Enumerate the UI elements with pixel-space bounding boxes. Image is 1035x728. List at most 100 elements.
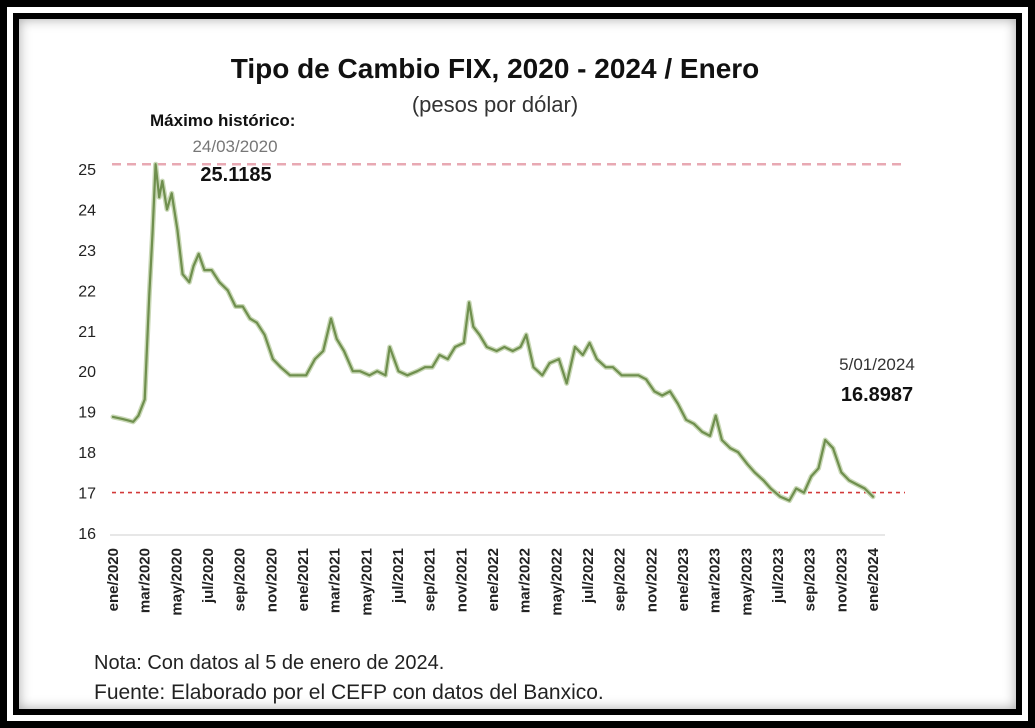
y-tick-label: 19 <box>78 405 96 422</box>
data-point <box>463 342 465 344</box>
source-text: Fuente: Elaborado por el CEFP con datos … <box>94 681 604 704</box>
data-point <box>714 414 717 417</box>
x-tick-label: sep/2022 <box>612 548 629 611</box>
x-axis: ene/2020 mar/2020 may/2020 jul/2020 sep/2020… <box>105 534 885 616</box>
data-point <box>840 471 843 474</box>
data-point <box>188 281 191 284</box>
data-point <box>788 499 791 502</box>
data-point <box>581 354 584 356</box>
note-text: Nota: Con datos al 5 de enero de 2024. <box>94 652 445 674</box>
x-tick-label: jul/2023 <box>770 548 787 604</box>
y-tick-label: 17 <box>78 486 96 503</box>
x-tick-label: ene/2021 <box>295 548 312 611</box>
y-tick-label: 24 <box>78 202 96 219</box>
data-point <box>548 362 551 365</box>
data-point <box>721 439 723 441</box>
last-annotation-date: 5/01/2024 <box>839 355 915 374</box>
x-tick-label: sep/2021 <box>422 548 439 611</box>
x-tick-label: nov/2021 <box>453 548 470 612</box>
data-point <box>532 366 535 369</box>
x-tick-label: jul/2021 <box>390 548 407 604</box>
data-point <box>565 382 568 385</box>
x-tick-label: nov/2020 <box>263 548 280 612</box>
data-point <box>296 374 299 377</box>
data-point <box>161 180 164 183</box>
max-annotation-date: 24/03/2020 <box>192 137 277 156</box>
data-point <box>234 305 237 308</box>
data-point <box>856 483 858 486</box>
x-tick-label: may/2020 <box>168 548 185 616</box>
x-tick-label: jul/2020 <box>200 548 217 604</box>
last-annotation-value: 16.8987 <box>841 384 913 406</box>
data-point <box>143 398 146 401</box>
data-point <box>653 390 656 393</box>
x-tick-label: sep/2020 <box>232 548 249 611</box>
data-point <box>137 414 140 417</box>
data-point <box>588 342 591 344</box>
data-point <box>166 208 168 211</box>
data-point <box>351 370 354 373</box>
data-point <box>249 317 251 320</box>
data-point <box>519 346 522 348</box>
data-point <box>574 346 576 348</box>
data-point <box>628 374 630 377</box>
data-point <box>810 475 813 478</box>
x-tick-label: ene/2023 <box>675 548 692 611</box>
data-point <box>203 269 206 272</box>
data-point <box>612 366 614 369</box>
data-point <box>769 487 772 490</box>
data-point <box>685 418 688 421</box>
data-point <box>279 366 282 369</box>
data-point <box>158 196 161 199</box>
data-point <box>595 358 598 360</box>
data-point <box>197 253 200 255</box>
data-point <box>454 346 457 348</box>
reference-lines <box>112 162 905 494</box>
data-point <box>525 333 528 336</box>
data-point <box>701 430 704 433</box>
y-tick-label: 18 <box>78 445 96 462</box>
data-point <box>388 346 391 348</box>
data-point <box>541 374 544 377</box>
data-point <box>468 301 471 304</box>
data-point <box>271 358 274 360</box>
data-point <box>485 346 488 348</box>
data-point <box>637 374 640 377</box>
data-point <box>511 350 514 352</box>
x-tick-label: mar/2021 <box>327 548 344 613</box>
y-axis: 16 17 18 19 20 21 22 23 24 25 <box>78 162 96 543</box>
data-point <box>872 495 874 498</box>
data-point <box>376 370 379 373</box>
data-point <box>620 374 623 377</box>
data-point <box>669 390 671 393</box>
data-point <box>154 163 157 166</box>
data-point <box>729 447 732 449</box>
x-tick-label: nov/2022 <box>643 548 660 612</box>
series-group <box>110 161 876 504</box>
data-point <box>181 273 184 276</box>
data-point <box>406 374 409 377</box>
data-point <box>446 358 449 360</box>
data-point <box>478 333 481 336</box>
series-line-halo <box>110 161 876 504</box>
data-point <box>709 435 711 437</box>
data-point <box>368 374 371 377</box>
data-point <box>472 325 475 328</box>
data-point <box>495 350 498 352</box>
data-point <box>824 439 827 441</box>
data-point <box>255 321 258 324</box>
data-point <box>112 416 114 418</box>
y-tick-label: 25 <box>78 162 96 179</box>
data-point <box>795 487 798 490</box>
data-point <box>359 370 362 373</box>
data-point <box>343 350 345 352</box>
data-point <box>218 281 221 284</box>
x-tick-label: ene/2020 <box>105 548 122 611</box>
x-tick-label: mar/2022 <box>517 548 534 613</box>
data-point <box>148 293 151 296</box>
data-point <box>848 479 851 482</box>
data-point <box>314 358 316 360</box>
data-point <box>241 305 244 308</box>
x-tick-label: nov/2023 <box>833 548 850 612</box>
